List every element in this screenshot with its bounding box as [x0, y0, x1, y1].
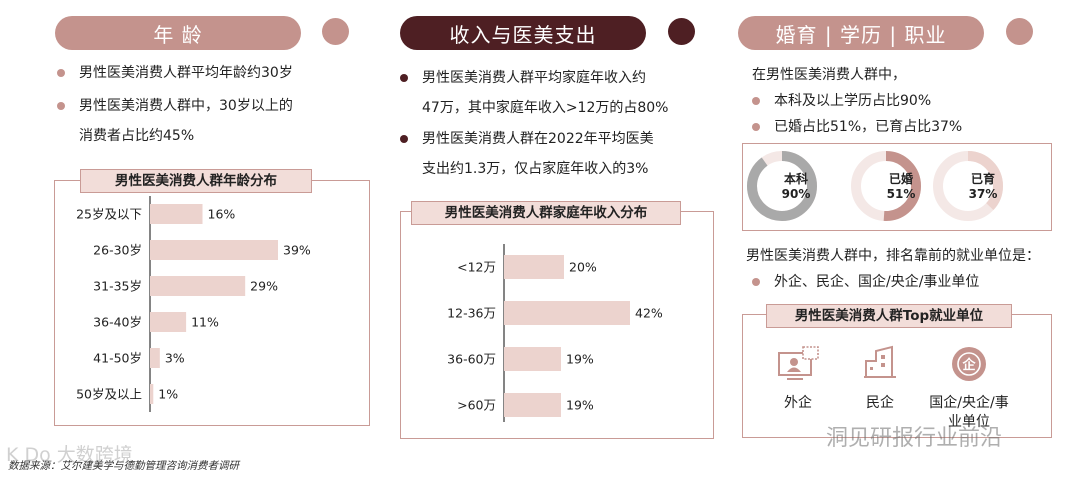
value-label-3: 19%	[566, 398, 594, 413]
marriage-bullet: 已婚占比51%，已育占比37%	[752, 114, 1052, 140]
income-section-header: 收入与医美支出	[400, 16, 646, 50]
age-bullet-2-text: 男性医美消费人群中，30岁以上的	[79, 98, 293, 114]
bar-4	[150, 348, 160, 368]
marriage-section-header: 婚育 | 学历 | 职业	[738, 16, 984, 50]
value-label-1: 39%	[283, 243, 311, 258]
education-bullet-text: 本科及以上学历占比90%	[774, 93, 932, 109]
age-header-dot	[322, 18, 349, 45]
donut-married-name: 已婚	[888, 172, 913, 186]
marriage-bullet-text: 已婚占比51%，已育占比37%	[774, 119, 963, 135]
state-company-icon: 企	[952, 347, 986, 381]
value-label-2: 29%	[250, 279, 278, 294]
donut-married-value: 51%	[886, 187, 916, 201]
private-company-label: 民企	[866, 395, 894, 411]
category-label-4: 41-50岁	[93, 351, 142, 366]
donut-arc-0	[747, 151, 817, 221]
value-label-3: 11%	[191, 315, 219, 330]
education-bullet: 本科及以上学历占比90%	[752, 88, 1052, 114]
category-label-1: 26-30岁	[93, 243, 142, 258]
bar-0	[150, 204, 203, 224]
value-label-4: 3%	[165, 351, 185, 366]
income-bullet-2-text: 男性医美消费人群在2022年平均医美	[422, 131, 654, 147]
value-label-2: 19%	[566, 352, 594, 367]
income-section-title: 收入与医美支出	[449, 22, 597, 47]
donut-label-education: 本科 90%	[766, 172, 826, 202]
category-label-3: >60万	[457, 398, 496, 413]
state-company-label: 国企/央企/事业单位	[929, 395, 1009, 430]
bar-2	[150, 276, 246, 296]
marriage-intro: 在男性医美消费人群中，	[752, 67, 906, 83]
bar-3	[504, 393, 561, 417]
marriage-header-dot	[1006, 18, 1033, 45]
category-label-3: 36-40岁	[93, 315, 142, 330]
income-header-dot	[668, 18, 695, 45]
value-label-0: 20%	[569, 260, 597, 275]
category-label-1: 12-36万	[447, 306, 496, 321]
donut-label-children: 已育 37%	[953, 172, 1013, 202]
income-bullet-2: 男性医美消费人群在2022年平均医美 支出约1.3万，仅占家庭年收入的3%	[400, 126, 710, 182]
donut-arc-1	[851, 151, 921, 221]
income-bar-chart: <12万 20% 12-36万 42% 36-60万 19% >60万 19%	[447, 244, 663, 422]
donut-education-value: 90%	[781, 187, 811, 201]
age-bar-chart: 25岁及以下 16% 26-30岁 39% 31-35岁 29% 36-40岁 11% 41-5…	[76, 196, 311, 412]
age-bullet-1: 男性医美消费人群平均年龄约30岁	[57, 60, 377, 86]
donut-charts	[747, 151, 1003, 221]
income-bullet-1: 男性医美消费人群平均家庭年收入约 47万，其中家庭年收入>12万的占80%	[400, 65, 710, 121]
income-bullet-1-text-cont: 47万，其中家庭年收入>12万的占80%	[422, 100, 669, 116]
donut-label-married: 已婚 51%	[871, 172, 931, 202]
category-label-2: 31-35岁	[93, 279, 142, 294]
foreign-company-icon	[778, 346, 819, 380]
value-label-0: 16%	[208, 207, 236, 222]
employment-intro: 男性医美消费人群中，排名靠前的就业单位是：	[746, 248, 1040, 264]
age-bullet-2-text-cont: 消费者占比约45%	[79, 128, 195, 144]
income-bullet-2-text-cont: 支出约1.3万，仅占家庭年收入的3%	[422, 161, 649, 177]
category-label-0: <12万	[457, 260, 496, 275]
age-section-header: 年 龄	[55, 16, 301, 50]
donut-education-name: 本科	[783, 172, 808, 186]
age-bullet-2: 男性医美消费人群中，30岁以上的 消费者占比约45%	[57, 93, 377, 149]
age-bullet-1-text: 男性医美消费人群平均年龄约30岁	[79, 65, 293, 81]
bar-2	[504, 347, 561, 371]
donut-children-value: 37%	[968, 187, 998, 201]
data-source-footer: 数据来源：艾尔建美学与德勤管理咨询消费者调研	[8, 460, 239, 472]
watermark-right: 洞见研报行业前沿	[826, 426, 1003, 451]
employment-title: 男性医美消费人群Top就业单位	[766, 304, 1012, 328]
donut-children-name: 已育	[970, 172, 995, 186]
bar-1	[504, 301, 630, 325]
bar-3	[150, 312, 187, 332]
income-chart-title: 男性医美消费人群家庭年收入分布	[411, 201, 681, 225]
bar-0	[504, 255, 564, 279]
value-label-5: 1%	[158, 387, 178, 402]
foreign-company-label: 外企	[784, 395, 812, 411]
category-label-0: 25岁及以下	[76, 207, 142, 222]
bar-1	[150, 240, 278, 260]
category-label-5: 50岁及以上	[76, 387, 142, 402]
age-section-title: 年 龄	[153, 22, 203, 47]
age-chart-title: 男性医美消费人群年龄分布	[80, 169, 312, 193]
watermark-left: K Do 大数跨境	[6, 444, 133, 466]
category-label-2: 36-60万	[447, 352, 496, 367]
bar-5	[150, 384, 154, 404]
value-label-1: 42%	[635, 306, 663, 321]
donut-box	[742, 143, 1052, 231]
private-company-icon	[864, 345, 896, 378]
marriage-section-title: 婚育 | 学历 | 职业	[775, 22, 947, 47]
employment-bullet: 外企、民企、国企/央企/事业单位	[752, 269, 1052, 295]
svg-text:企: 企	[961, 357, 976, 373]
income-bullet-1-text: 男性医美消费人群平均家庭年收入约	[422, 70, 646, 86]
employment-bullet-text: 外企、民企、国企/央企/事业单位	[774, 274, 980, 290]
donut-arc-2	[933, 151, 1003, 221]
